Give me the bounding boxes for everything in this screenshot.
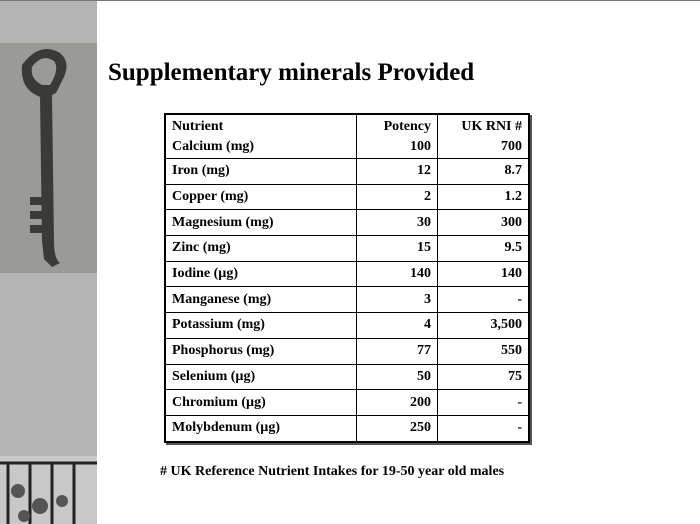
- table-cell: Zinc (mg): [164, 235, 357, 262]
- title: Supplementary minerals Provided: [108, 59, 475, 86]
- table-cell: Phosphorus (mg): [164, 337, 357, 365]
- table-cell: Potassium (mg): [164, 312, 357, 339]
- plant: [0, 456, 97, 524]
- nutrient-table: Nutrient Potency UK RNI # Calcium (mg) 100 70…: [164, 113, 530, 443]
- table-cell: 4: [356, 312, 438, 339]
- table-cell: 1.2: [437, 183, 530, 211]
- table-row: Calcium (mg) 100 700: [164, 136, 530, 159]
- table-cell: 8.7: [437, 158, 530, 185]
- table-cell: 15: [356, 235, 438, 262]
- table-cell: Nutrient: [164, 113, 357, 136]
- table-row: Iron (mg) 12 8.7: [164, 158, 530, 185]
- table-cell: 100: [356, 136, 438, 159]
- table-row: Phosphorus (mg) 77 550: [164, 337, 530, 365]
- decoration: [0, 43, 97, 524]
- table-cell: -: [437, 414, 530, 443]
- table-cell: 140: [356, 260, 438, 288]
- table-row: Zinc (mg) 15 9.5: [164, 235, 530, 262]
- table-cell: 140: [437, 260, 530, 288]
- table-cell: UK RNI #: [437, 113, 530, 136]
- table-cell: Selenium (µg): [164, 363, 357, 391]
- table-cell: 77: [356, 337, 438, 365]
- table-cell: Chromium (µg): [164, 389, 357, 416]
- table-cell: 700: [437, 136, 530, 159]
- table-cell: Iodine (µg): [164, 260, 357, 288]
- table-cell: 550: [437, 337, 530, 365]
- table-cell: 200: [356, 389, 438, 416]
- table-row: Copper (mg) 2 1.2: [164, 183, 530, 211]
- table-cell: 300: [437, 209, 530, 237]
- table-cell: 3: [356, 286, 438, 314]
- table-row: Selenium (µg) 50 75: [164, 363, 530, 391]
- table-cell: Iron (mg): [164, 158, 357, 185]
- table-cell: Manganese (mg): [164, 286, 357, 314]
- table-row: Potassium (mg) 4 3,500: [164, 312, 530, 339]
- table-row: Magnesium (mg) 30 300: [164, 209, 530, 237]
- table-cell: Potency: [356, 113, 438, 136]
- table-row: Molybdenum (µg) 250-: [164, 414, 530, 443]
- table-cell: 30: [356, 209, 438, 237]
- table-cell: 50: [356, 363, 438, 391]
- table-cell: 2: [356, 183, 438, 211]
- table-row: Iodine (µg) 140 140: [164, 260, 530, 288]
- key: [21, 49, 67, 267]
- table-cell: Copper (mg): [164, 183, 357, 211]
- table-cell: Molybdenum (µg): [164, 414, 357, 443]
- table-row: Manganese (mg) 3-: [164, 286, 530, 314]
- table-cell: 12: [356, 158, 438, 185]
- table-cell: Magnesium (mg): [164, 209, 357, 237]
- table-cell: -: [437, 389, 530, 416]
- table-cell: 3,500: [437, 312, 530, 339]
- table-cell: 75: [437, 363, 530, 391]
- table-cell: 9.5: [437, 235, 530, 262]
- table-cell: Calcium (mg): [164, 136, 357, 159]
- footnote: # UK Reference Nutrient Intakes for 19-5…: [160, 464, 505, 479]
- table-row: Chromium (µg) 200-: [164, 389, 530, 416]
- table-cell: -: [437, 286, 530, 314]
- table-row: Nutrient Potency UK RNI #: [164, 113, 530, 136]
- table-cell: 250: [356, 414, 438, 443]
